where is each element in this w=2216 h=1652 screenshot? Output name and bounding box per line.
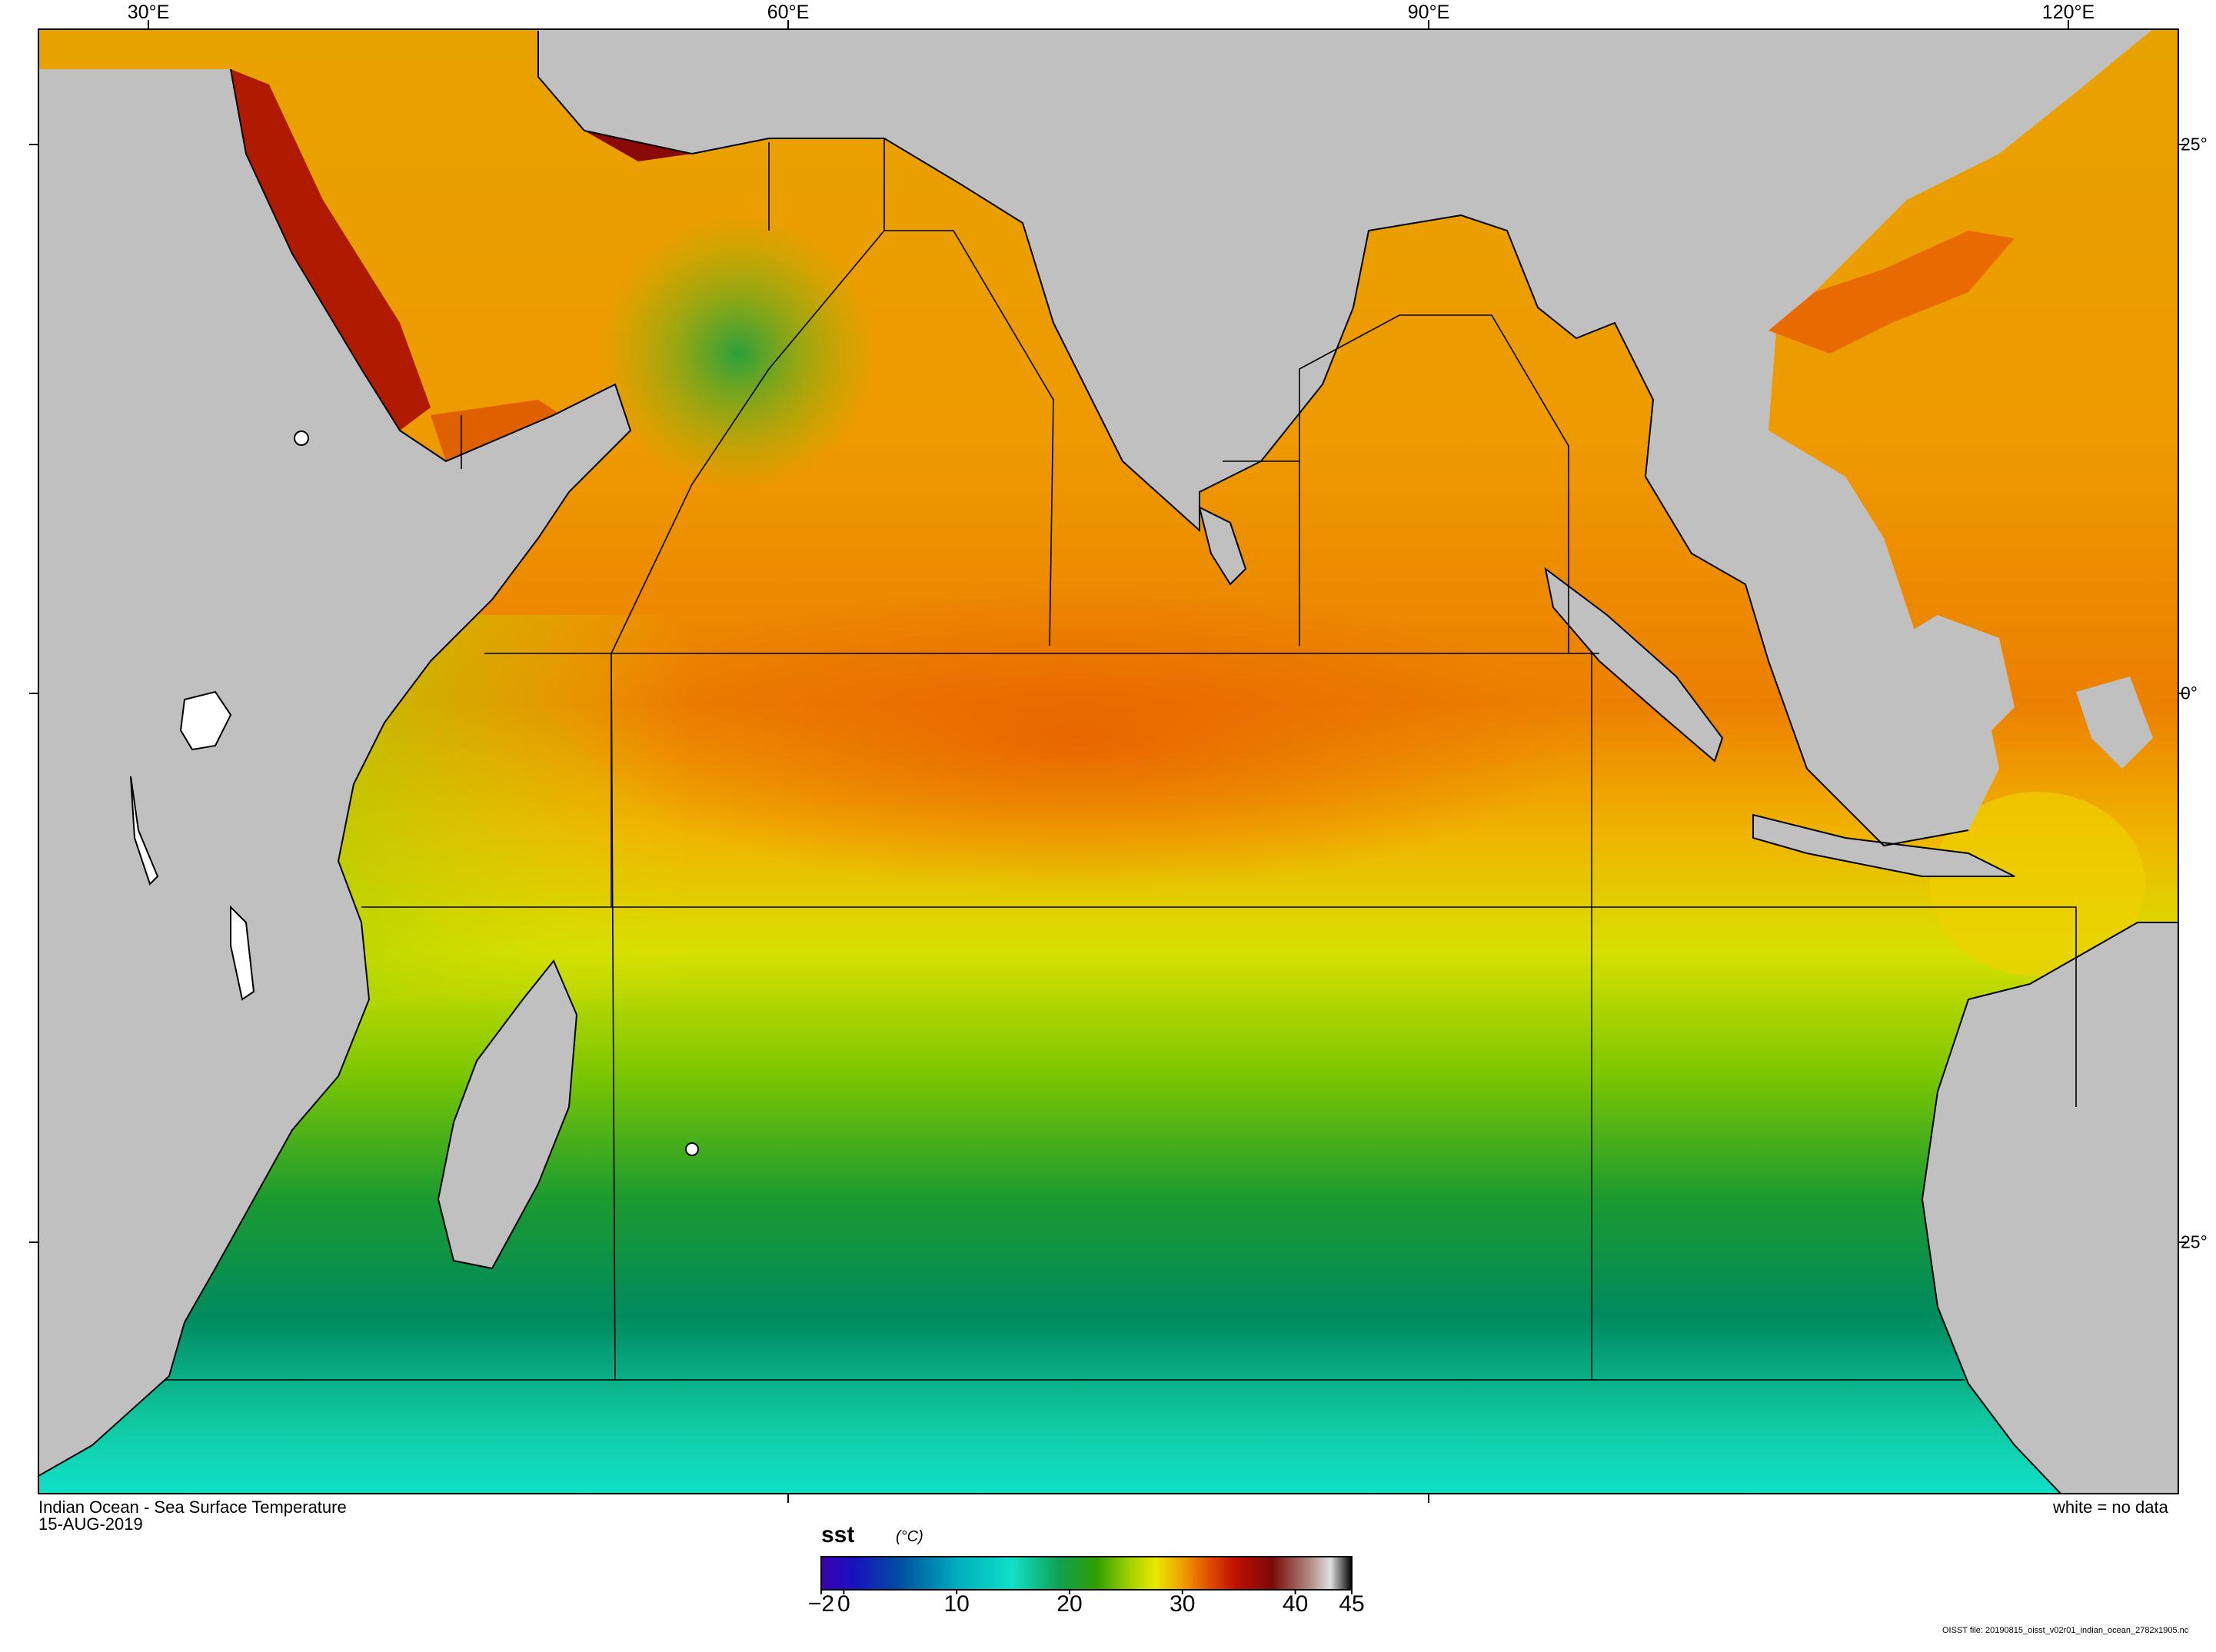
coastlines xyxy=(38,31,2178,1494)
colorbar-variable: sst xyxy=(821,1522,855,1547)
sumatra xyxy=(1546,569,1722,761)
map-frame xyxy=(38,28,2179,1494)
madagascar xyxy=(438,961,577,1268)
sri-lanka xyxy=(1200,507,1246,584)
australia xyxy=(1922,922,2178,1494)
sulawesi xyxy=(2076,676,2153,769)
map-panel xyxy=(38,29,2178,1494)
colorbar-tick-label: 20 xyxy=(1056,1591,1083,1617)
colorbar-tick-label: 0 xyxy=(837,1591,850,1617)
land-africa xyxy=(38,69,631,1476)
no-data-patch xyxy=(179,690,232,751)
colorbar-gradient xyxy=(820,1556,1353,1591)
red-sea xyxy=(231,69,431,430)
no-data-note: white = no data xyxy=(2053,1497,2168,1517)
colorbar-units: (°C) xyxy=(896,1528,923,1545)
map-date: 15-AUG-2019 xyxy=(38,1514,143,1534)
file-note: OISST file: 20190815_oisst_v02r01_indian… xyxy=(1942,1626,2189,1635)
borneo xyxy=(1861,615,2015,753)
lat-label-0: 0° xyxy=(2181,683,2198,703)
lon-label-60e: 60°E xyxy=(767,2,810,23)
colorbar-ticks xyxy=(820,1590,1353,1594)
lat-label-25n: 25° xyxy=(2181,134,2208,155)
lon-label-120e: 120°E xyxy=(2041,2,2095,23)
land-north xyxy=(38,29,2153,846)
region-boundaries xyxy=(165,138,2077,1381)
lon-label-30e: 30°E xyxy=(127,2,170,23)
colorbar-tick-label: 30 xyxy=(1170,1591,1196,1617)
somali-upwelling xyxy=(600,215,877,492)
lat-label-25s: 25° xyxy=(2181,1232,2208,1252)
colorbar-tick-label: 45 xyxy=(1339,1591,1365,1617)
map-title: Indian Ocean - Sea Surface Temperature xyxy=(38,1497,347,1517)
colorbar-tick-label: −2 xyxy=(807,1591,835,1617)
axis-ticks xyxy=(29,20,2188,1503)
equatorial-warm-pool xyxy=(577,584,1576,892)
colorbar-tick-label: 10 xyxy=(943,1591,970,1617)
lon-label-90e: 90°E xyxy=(1407,2,1450,23)
colorbar-tick-label: 40 xyxy=(1282,1591,1309,1617)
